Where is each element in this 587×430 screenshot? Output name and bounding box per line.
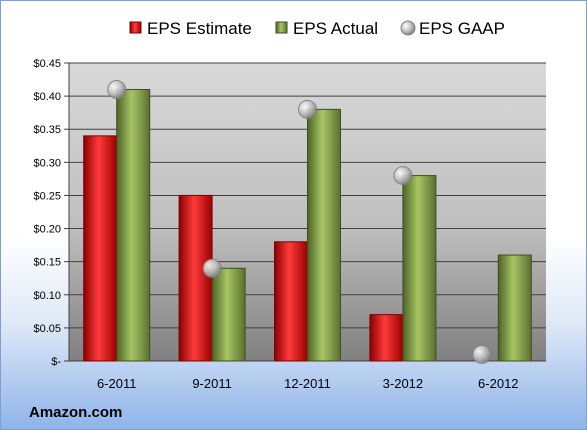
x-tick-label: 6-2011 bbox=[97, 376, 137, 391]
gaap-points bbox=[107, 79, 492, 364]
bar-eps-estimate-3-2012 bbox=[369, 314, 404, 362]
bar-eps-estimate-9-2011 bbox=[178, 194, 213, 362]
bar-eps-estimate-6-2011 bbox=[83, 135, 118, 362]
point-eps-gaap-6-2012 bbox=[472, 344, 492, 364]
y-tick-label: $0.40 bbox=[33, 91, 61, 103]
x-tick-label: 9-2011 bbox=[192, 376, 232, 391]
point-eps-gaap-6-2011 bbox=[107, 79, 127, 99]
point-eps-gaap-3-2012 bbox=[393, 166, 413, 186]
y-axis: $- $0.05 $0.10 $0.15 $0.20 $0.25 $0.30 $0.35 $0.… bbox=[33, 58, 70, 368]
bar-eps-actual-12-2011 bbox=[307, 108, 341, 362]
y-tick-label: $0.10 bbox=[33, 290, 61, 302]
legend-swatch-eps-gaap bbox=[400, 20, 416, 36]
legend-label: EPS Actual bbox=[293, 19, 378, 38]
y-tick-label: $- bbox=[51, 356, 61, 368]
y-tick-label: $0.35 bbox=[33, 124, 61, 136]
brand-label: Amazon.com bbox=[29, 404, 122, 421]
y-tick-label: $0.20 bbox=[33, 224, 61, 236]
bar-eps-estimate-12-2011 bbox=[274, 241, 308, 362]
point-eps-gaap-12-2011 bbox=[298, 99, 317, 119]
x-tick-label: 3-2012 bbox=[383, 376, 423, 391]
y-tick-label: $0.25 bbox=[33, 190, 61, 202]
bars bbox=[83, 88, 532, 362]
bar-eps-actual-6-2011 bbox=[116, 88, 151, 362]
y-tick-label: $0.45 bbox=[33, 58, 61, 70]
x-axis: 6-2011 9-2011 12-2011 3-2012 6-2012 bbox=[97, 376, 519, 391]
legend: EPS Estimate EPS Actual EPS GAAP bbox=[129, 19, 505, 38]
legend-swatch-eps-actual bbox=[275, 21, 288, 34]
bar-eps-actual-9-2011 bbox=[211, 267, 246, 362]
x-tick-label: 6-2012 bbox=[478, 376, 518, 391]
bar-eps-actual-3-2012 bbox=[402, 175, 437, 362]
bar-eps-actual-6-2012 bbox=[497, 254, 532, 362]
x-tick-label: 12-2011 bbox=[284, 376, 331, 391]
legend-swatch-eps-estimate bbox=[129, 21, 142, 34]
y-tick-label: $0.15 bbox=[33, 257, 61, 269]
y-tick-label: $0.05 bbox=[33, 323, 61, 335]
y-tick-label: $0.30 bbox=[33, 157, 61, 169]
legend-label: EPS GAAP bbox=[419, 19, 505, 38]
point-eps-gaap-9-2011 bbox=[202, 258, 222, 278]
legend-label: EPS Estimate bbox=[147, 19, 252, 38]
